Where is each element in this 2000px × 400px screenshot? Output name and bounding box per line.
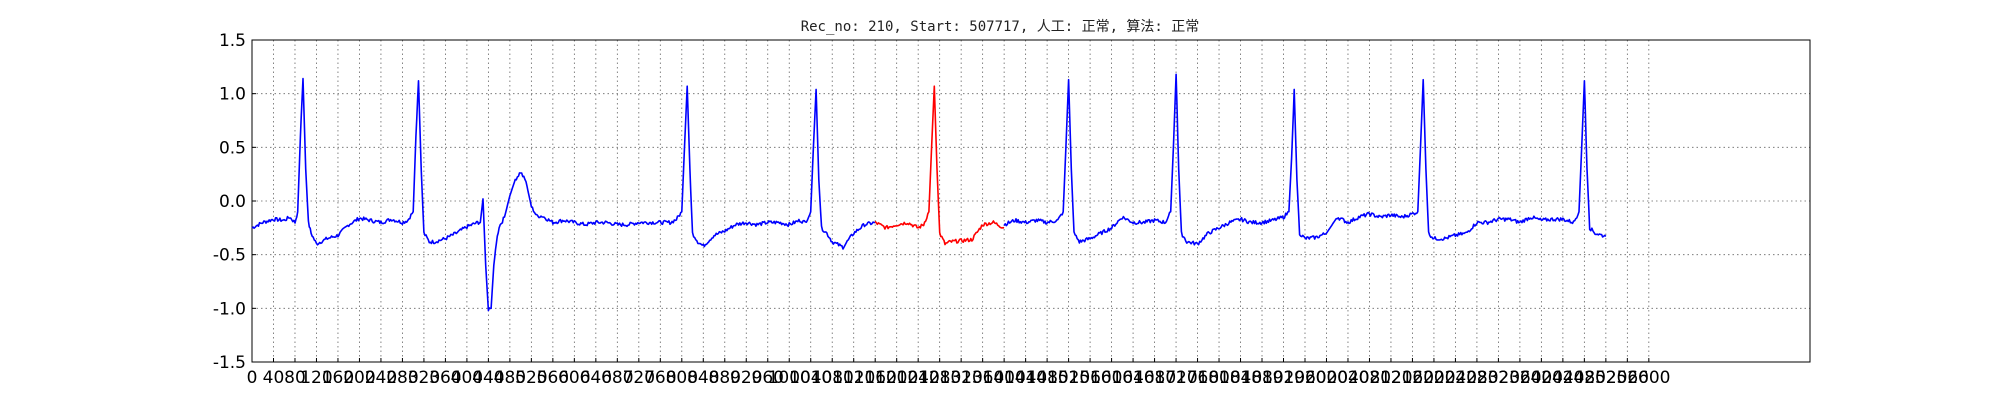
x-tick-label: 2400 xyxy=(1520,368,1563,388)
x-tick-label: 1920 xyxy=(1262,368,1305,388)
x-tick-label: 360 xyxy=(429,368,461,388)
x-tick-label: 1440 xyxy=(1004,368,1047,388)
x-tick-label: 1360 xyxy=(961,368,1004,388)
x-tick-label: 560 xyxy=(537,368,569,388)
y-tick-label: 1.5 xyxy=(219,31,246,51)
x-tick-label: 2120 xyxy=(1369,368,1412,388)
x-tick-label: 1160 xyxy=(854,368,897,388)
x-tick-label: 2440 xyxy=(1541,368,1584,388)
x-tick-label: 600 xyxy=(558,368,590,388)
x-tick-label: 2080 xyxy=(1348,368,1391,388)
x-tick-label: 1680 xyxy=(1133,368,1176,388)
x-tick-label: 960 xyxy=(752,368,784,388)
x-tick-label: 2200 xyxy=(1412,368,1455,388)
x-tick-label: 2160 xyxy=(1391,368,1434,388)
x-tick-label: 880 xyxy=(709,368,741,388)
x-tick-label: 1840 xyxy=(1219,368,1262,388)
x-tick-label: 2520 xyxy=(1584,368,1627,388)
x-tick-label: 2000 xyxy=(1305,368,1348,388)
x-tick-label: 1800 xyxy=(1197,368,1240,388)
x-tick-label: 1120 xyxy=(832,368,875,388)
x-tick-label: 480 xyxy=(494,368,526,388)
x-tick-label: 840 xyxy=(687,368,719,388)
x-tick-label: 280 xyxy=(386,368,418,388)
x-tick-label: 40 xyxy=(263,368,285,388)
x-tick-label: 1240 xyxy=(897,368,940,388)
series-lines xyxy=(251,73,1607,312)
x-tick-label: 1600 xyxy=(1090,368,1133,388)
x-tick-label: 1040 xyxy=(789,368,832,388)
x-tick-label: 240 xyxy=(365,368,397,388)
x-tick-label: 0 xyxy=(247,368,258,388)
x-tick-label: 2480 xyxy=(1563,368,1606,388)
y-tick-label: -1.5 xyxy=(213,353,246,373)
x-tick-label: 2280 xyxy=(1455,368,1498,388)
x-tick-label: 1400 xyxy=(983,368,1026,388)
x-tick-label: 200 xyxy=(343,368,375,388)
x-tick-label: 1480 xyxy=(1025,368,1068,388)
x-tick-label: 1640 xyxy=(1111,368,1154,388)
x-tick-label: 1560 xyxy=(1068,368,1111,388)
series-line-3 xyxy=(1003,73,1607,246)
x-tick-label: 800 xyxy=(666,368,698,388)
x-tick-label: 160 xyxy=(322,368,354,388)
x-tick-label: 2560 xyxy=(1606,368,1649,388)
x-tick-label: 680 xyxy=(601,368,633,388)
x-tick-label: 2600 xyxy=(1627,368,1670,388)
x-tick-label: 1720 xyxy=(1154,368,1197,388)
x-tick-label: 400 xyxy=(451,368,483,388)
x-tick-label: 1280 xyxy=(918,368,961,388)
x-tick-label: 440 xyxy=(472,368,504,388)
x-tick-label: 920 xyxy=(730,368,762,388)
series-line-1 xyxy=(251,77,876,312)
x-tick-label: 1080 xyxy=(811,368,854,388)
grid xyxy=(252,40,1810,362)
x-tick-label: 1760 xyxy=(1176,368,1219,388)
chart-title: Rec_no: 210, Start: 507717, 人工: 正常, 算法: … xyxy=(800,19,1200,35)
x-tick-label: 2360 xyxy=(1498,368,1541,388)
axes: 0 40 8012016020024028032036040044048052056… xyxy=(213,31,1811,388)
x-tick-label: 520 xyxy=(515,368,547,388)
y-tick-label: 0.0 xyxy=(219,192,246,212)
x-tick-label: 1320 xyxy=(940,368,983,388)
x-tick-label: 1000 xyxy=(768,368,811,388)
x-tick-label: 80 xyxy=(284,368,306,388)
x-tick-label: 2320 xyxy=(1477,368,1520,388)
x-tick-label: 2240 xyxy=(1434,368,1477,388)
plot-frame xyxy=(251,39,1811,363)
y-tick-label: 0.5 xyxy=(219,138,246,158)
x-tick-label: 720 xyxy=(623,368,655,388)
x-tick-label: 760 xyxy=(644,368,676,388)
x-tick-label: 320 xyxy=(408,368,440,388)
y-tick-label: -1.0 xyxy=(213,299,246,319)
y-tick-label: -0.5 xyxy=(213,246,246,266)
x-tick-label: 120 xyxy=(300,368,332,388)
x-tick-label: 1200 xyxy=(875,368,918,388)
x-tick-label: 1960 xyxy=(1283,368,1326,388)
x-tick-label: 1880 xyxy=(1240,368,1283,388)
x-tick-label: 640 xyxy=(580,368,612,388)
series-line-2 xyxy=(874,85,1005,246)
x-tick-label: 1520 xyxy=(1047,368,1090,388)
x-tick-label: 2040 xyxy=(1326,368,1369,388)
y-tick-label: 1.0 xyxy=(219,85,246,105)
